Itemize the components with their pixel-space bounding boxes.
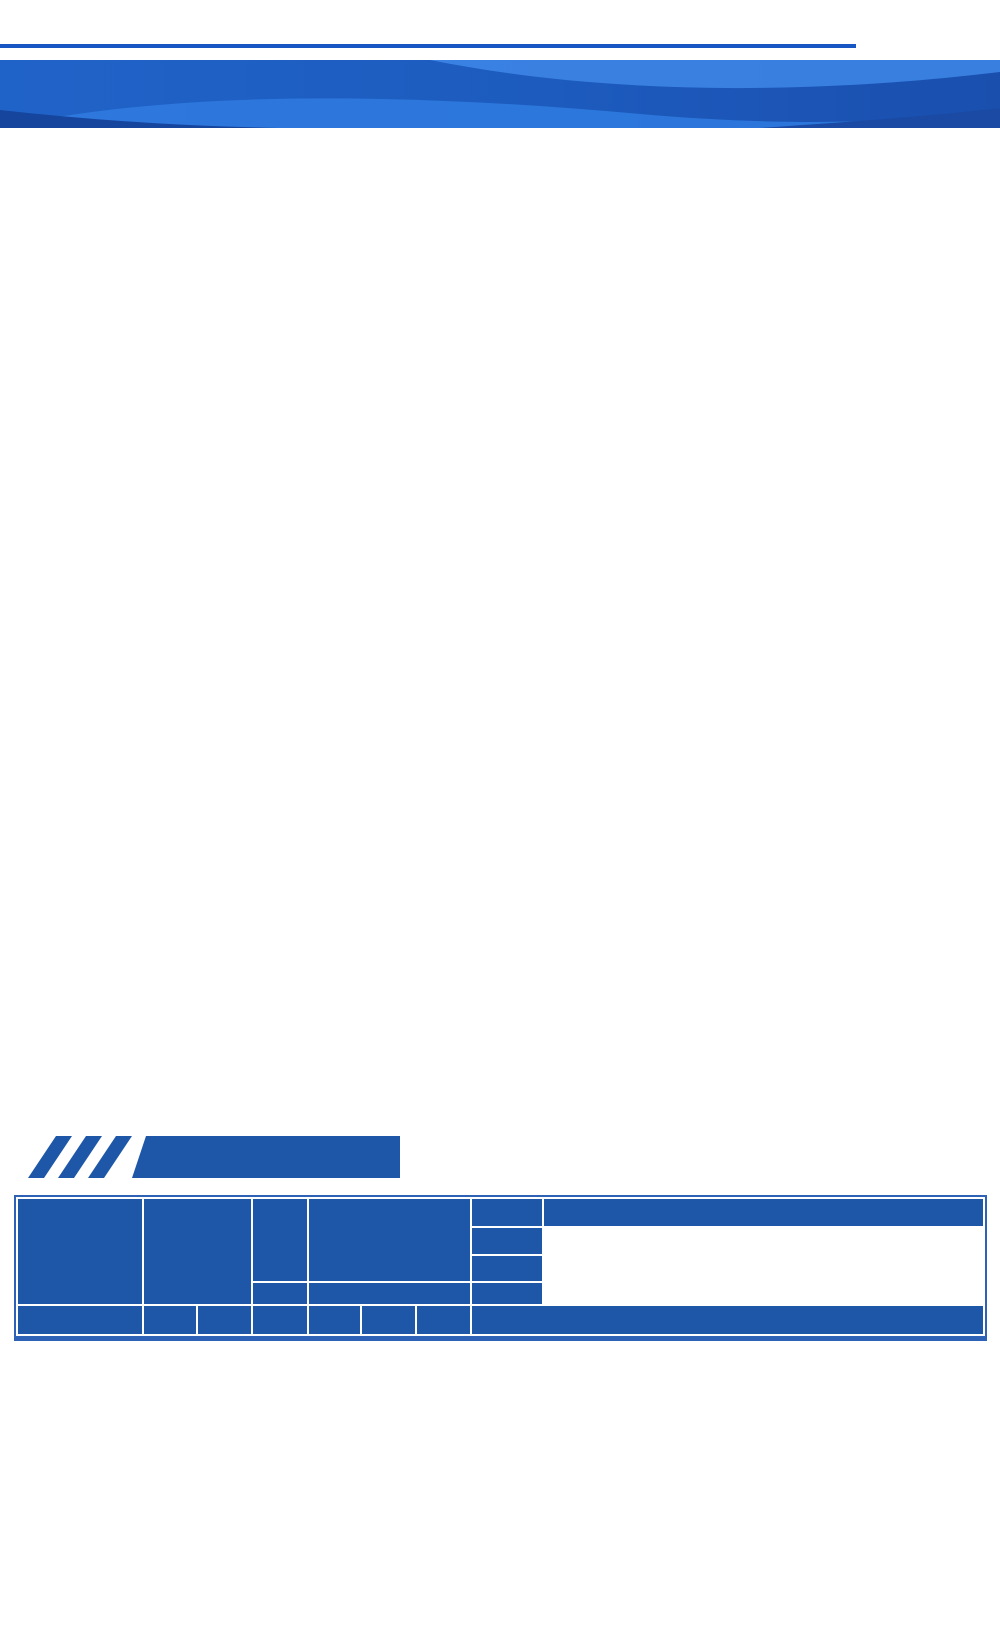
capacity-header <box>542 1197 985 1228</box>
voltage-220 <box>306 1281 472 1306</box>
hp-header <box>142 1304 199 1336</box>
banner-wave-graphic <box>0 60 1000 128</box>
single-phase-header <box>306 1197 472 1283</box>
spec-table-grid <box>15 1197 986 1336</box>
pump-curves-chart <box>150 150 870 1140</box>
capacity-header-row <box>15 1197 985 1306</box>
header-banner <box>0 60 1000 128</box>
brand-logo <box>964 68 966 97</box>
section-banner-graphic <box>28 1136 400 1178</box>
spec-table <box>14 1195 987 1341</box>
brand-wordmark <box>964 68 966 95</box>
m3h-label <box>469 1254 545 1283</box>
section-banner <box>8 1136 400 1178</box>
vc-header <box>414 1304 472 1336</box>
q-header <box>469 1197 545 1228</box>
lmin-row <box>17 1281 984 1306</box>
kw-header <box>196 1304 254 1336</box>
amp-single-header <box>306 1304 362 1336</box>
blank-header-cell <box>15 1304 145 1336</box>
voltage-380 <box>251 1281 309 1306</box>
us-gpm-label <box>469 1226 545 1256</box>
motor-power-header <box>142 1197 254 1306</box>
us-gpm-row <box>17 1226 984 1256</box>
amp-three-header <box>251 1304 309 1336</box>
model-header <box>15 1197 145 1306</box>
total-head-header <box>469 1304 986 1336</box>
uf-header <box>359 1304 417 1336</box>
m3h-row <box>17 1254 984 1283</box>
header-rule <box>0 44 856 48</box>
lmin-label <box>469 1281 545 1306</box>
units-header-row <box>15 1304 986 1336</box>
three-phase-header <box>251 1197 309 1283</box>
